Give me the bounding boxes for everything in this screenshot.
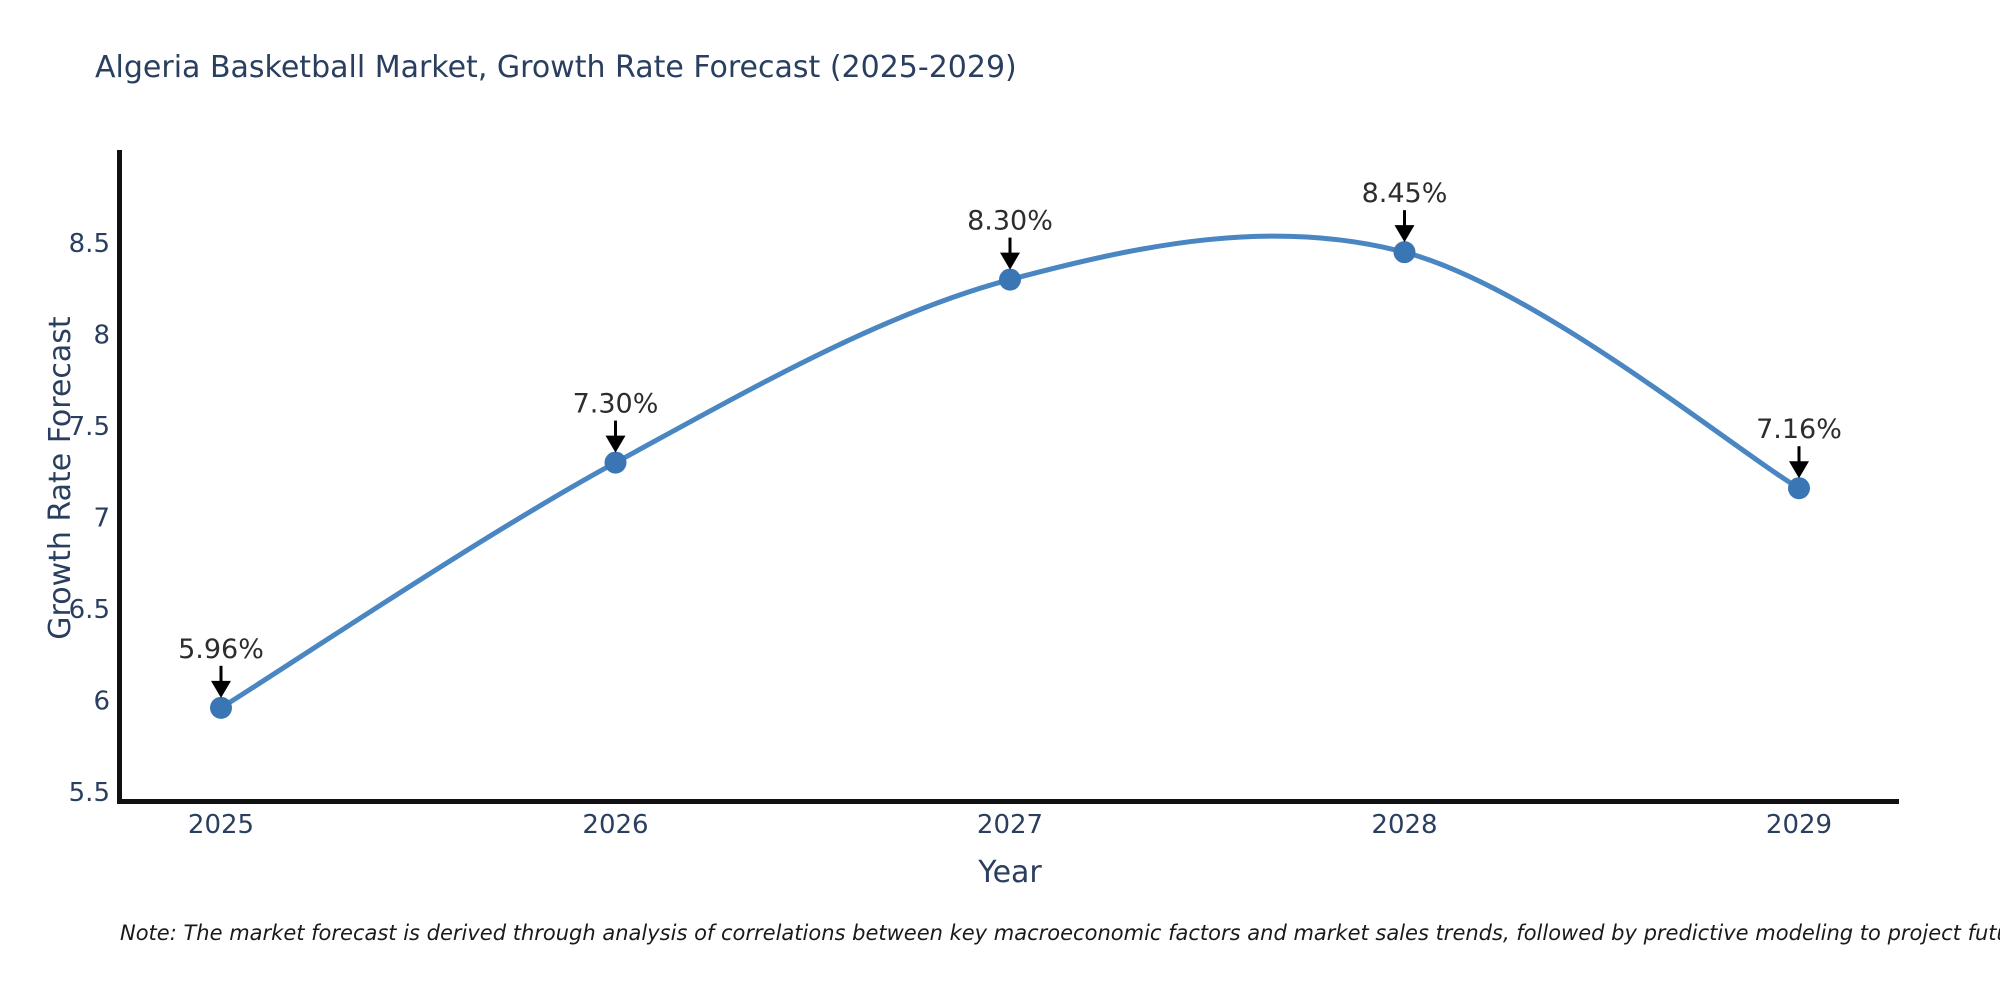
y-tick-label: 7.5 [69,412,110,442]
data-point-marker [1788,477,1810,500]
x-tick-label: 2025 [188,810,254,840]
y-tick-label: 6 [93,687,110,717]
chart-title: Algeria Basketball Market, Growth Rate F… [95,50,1017,85]
y-tick-label: 5.5 [69,778,110,808]
x-tick-label: 2027 [977,810,1043,840]
y-tick-label: 6.5 [69,595,110,625]
x-tick-label: 2029 [1766,810,1832,840]
series-layer [210,233,1810,719]
y-tick-label: 8 [93,321,110,351]
y-tick-label: 7 [93,504,110,534]
annotations-layer: 5.96% 7.30% 8.30% 8.45% 7.16% [178,178,1842,698]
x-axis-ticks: 2025 2026 2027 2028 2029 [188,810,1832,840]
annotation-arrowhead [211,680,231,698]
annotation-arrowhead [1789,461,1809,479]
x-tick-label: 2026 [582,810,648,840]
x-tick-label: 2028 [1371,810,1437,840]
y-tick-label: 8.5 [69,229,110,259]
x-axis-title: Year [977,855,1042,890]
data-point-marker [1393,241,1416,264]
data-point-marker [210,696,232,719]
point-value-label: 7.16% [1756,414,1842,445]
data-point-marker [604,451,627,474]
point-value-label: 5.96% [178,634,264,665]
point-value-label: 8.45% [1362,178,1448,209]
y-axis-title: Growth Rate Forecast [43,316,78,640]
annotation-arrowhead [1000,252,1020,270]
trend-line [218,233,1802,711]
y-axis-ticks: 5.5 6 6.5 7 7.5 8 8.5 [69,229,110,808]
annotation-arrowhead [605,435,626,453]
footnote: Note: The market forecast is derived thr… [120,921,2000,945]
data-point-marker [999,268,1021,291]
point-value-label: 8.30% [967,206,1053,237]
point-value-label: 7.30% [573,389,659,420]
annotation-arrowhead [1394,225,1415,243]
